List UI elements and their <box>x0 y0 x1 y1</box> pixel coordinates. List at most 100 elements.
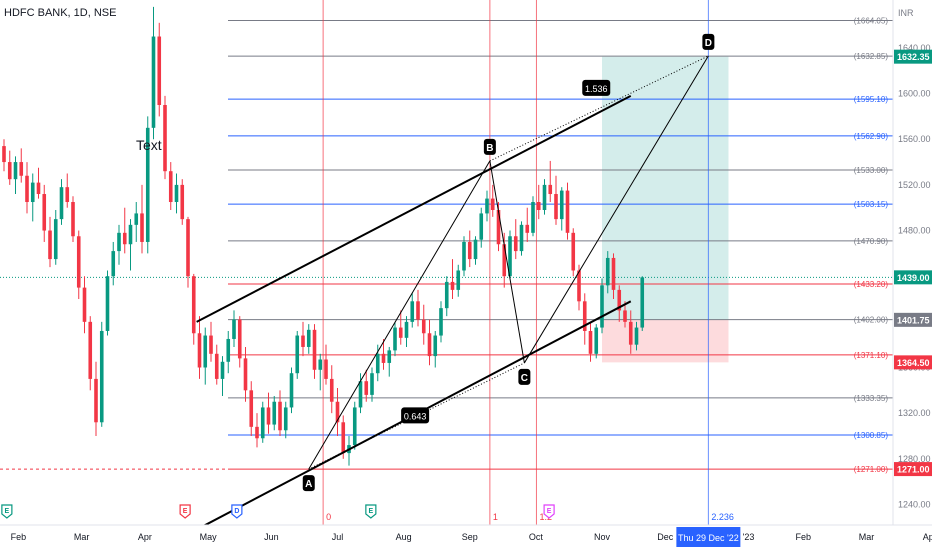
candle-body <box>324 359 328 379</box>
candle-body <box>30 182 35 203</box>
candle <box>582 293 587 345</box>
candle <box>456 264 461 297</box>
price-tick-label: 1320.00 <box>898 408 931 418</box>
channel-line[interactable] <box>196 94 632 323</box>
candle-body <box>214 353 219 379</box>
event-marker-d[interactable]: D <box>231 504 243 519</box>
candle-body <box>370 373 374 395</box>
price-tag-value: 1364.50 <box>897 358 930 368</box>
symbol-label: HDFC BANK, 1D, NSE <box>4 7 117 19</box>
candle <box>634 321 639 351</box>
candle <box>76 230 81 300</box>
candle <box>65 173 70 208</box>
candle <box>628 310 633 354</box>
candle-body <box>180 184 185 220</box>
fib-level-label: (1632.85) <box>854 52 889 61</box>
point-label: A <box>305 479 312 490</box>
candle-body <box>554 194 558 220</box>
candle <box>404 316 409 347</box>
candle-body <box>134 213 139 225</box>
point-label: C <box>521 373 528 384</box>
event-marker-e[interactable]: E <box>543 504 555 519</box>
pattern-leg-line[interactable] <box>308 160 491 470</box>
pattern-point-a[interactable]: A <box>302 475 315 492</box>
candle-body <box>232 319 236 339</box>
candle <box>513 219 518 260</box>
candle-body <box>7 162 12 180</box>
candle-body <box>186 219 190 277</box>
candle <box>594 324 599 359</box>
candle-body <box>272 401 277 425</box>
time-tick-label: Nov <box>594 532 611 542</box>
event-marker-e[interactable]: E <box>365 504 377 519</box>
pattern-point-c[interactable]: C <box>518 368 531 385</box>
price-tick-label: 1600.00 <box>898 89 931 99</box>
candle <box>433 330 438 368</box>
ratio-value: 0.643 <box>404 411 427 421</box>
candle-body <box>105 276 110 331</box>
candle-body <box>485 198 489 214</box>
candle-body <box>197 333 202 368</box>
candle-body <box>605 257 610 286</box>
candle <box>94 361 98 436</box>
candle-body <box>559 190 564 220</box>
candle <box>272 396 277 431</box>
candle <box>398 310 403 345</box>
fib-level-label: (1371.10) <box>854 351 889 360</box>
candles-layer <box>2 6 645 466</box>
event-marker-letter: E <box>5 508 10 515</box>
candle-body <box>226 338 231 362</box>
candle <box>151 6 156 140</box>
candle-body <box>375 353 380 374</box>
candle <box>450 259 455 300</box>
price-tick-label: 1480.00 <box>898 226 931 236</box>
candle <box>48 216 52 268</box>
fib-level-label: (1333.35) <box>854 394 889 403</box>
candle-body <box>2 146 6 163</box>
price-tag-value: 1401.75 <box>897 315 930 325</box>
position-loss-zone[interactable] <box>602 319 729 363</box>
candle-body <box>582 301 587 331</box>
candle <box>410 293 415 328</box>
candle <box>565 182 570 240</box>
candle <box>588 321 593 362</box>
pattern-leg-line[interactable] <box>523 55 709 364</box>
candle <box>249 381 254 436</box>
candle <box>473 236 478 265</box>
fib-level-label: (1503.15) <box>854 200 889 209</box>
pattern-point-d[interactable]: D <box>702 33 715 50</box>
candle-body <box>416 301 420 320</box>
candle <box>243 346 248 402</box>
candle <box>105 270 110 336</box>
candle <box>71 196 75 242</box>
candle-body <box>128 224 133 245</box>
event-marker-shape <box>365 504 377 519</box>
time-tick-label: May <box>200 532 218 542</box>
candle-body <box>450 281 455 290</box>
price-tick-label: 1640.00 <box>898 43 931 53</box>
candle <box>117 224 121 265</box>
time-axis-panel[interactable] <box>0 525 932 550</box>
candle-body <box>531 202 535 233</box>
candle-body <box>237 319 242 359</box>
candle <box>209 321 213 362</box>
candle <box>306 324 311 354</box>
candle <box>53 210 58 265</box>
crosshair-date-tag: Thu 29 Dec '22 <box>676 527 741 547</box>
event-marker-e[interactable]: E <box>1 504 13 519</box>
price-tag-bg <box>894 49 932 64</box>
candle <box>289 367 294 414</box>
position-profit-zone[interactable] <box>602 56 729 320</box>
candle <box>36 167 41 199</box>
pattern-point-b[interactable]: B <box>483 138 496 155</box>
event-marker-e[interactable]: E <box>179 504 191 519</box>
candle-body <box>628 321 633 345</box>
candle-body <box>508 236 512 277</box>
candle <box>479 207 484 248</box>
fib-level-label: (1533.00) <box>854 166 889 175</box>
pattern-leg-line[interactable] <box>489 160 525 364</box>
price-tag: 1364.50 <box>894 355 932 370</box>
candle-body <box>473 239 478 260</box>
candle <box>444 276 449 317</box>
